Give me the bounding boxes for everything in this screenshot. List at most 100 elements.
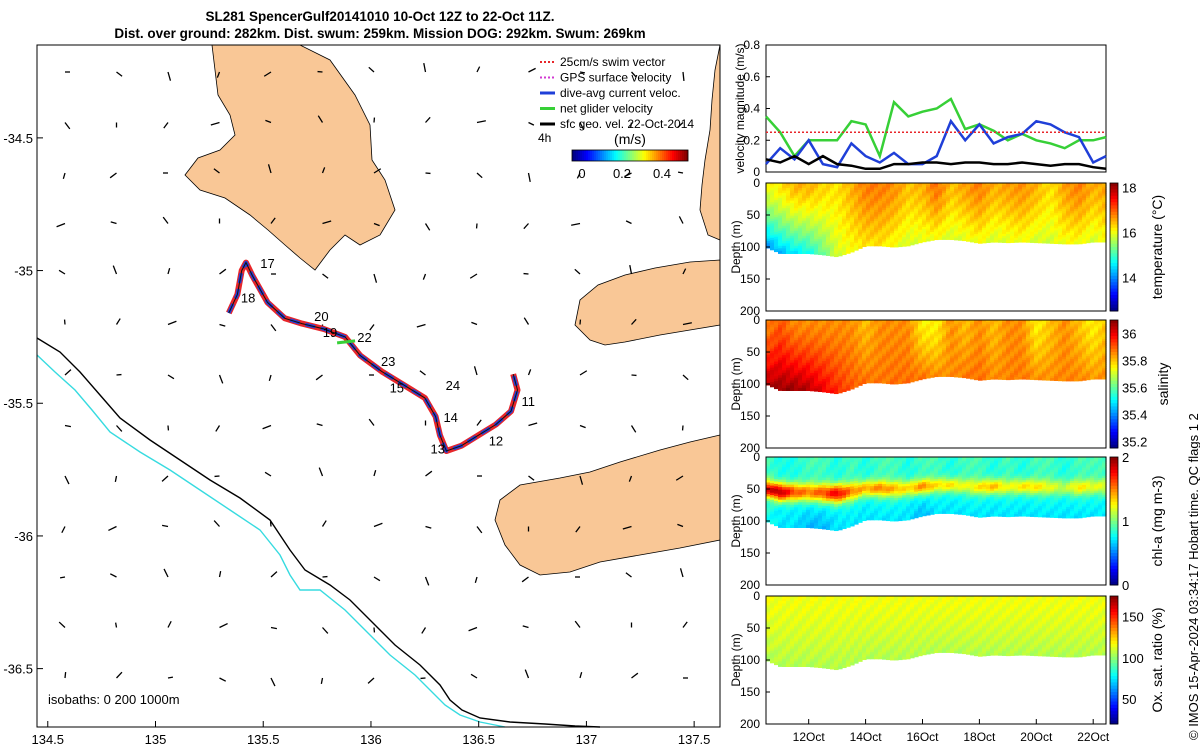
depth-cell (838, 361, 843, 365)
depth-cell (866, 225, 871, 229)
depth-cell (870, 243, 875, 247)
depth-cell (1022, 237, 1027, 241)
depth-cell (938, 324, 943, 327)
depth-cell (1006, 240, 1011, 244)
depth-cell (850, 185, 855, 189)
depth-cell (798, 240, 803, 244)
depth-cell (766, 189, 771, 193)
depth-cell (850, 224, 855, 228)
depth-cell (826, 351, 831, 355)
depth-cell (918, 351, 923, 355)
depth-cell (954, 199, 959, 202)
depth-cell (950, 350, 955, 353)
depth-cell (974, 223, 979, 227)
depth-cell (986, 199, 991, 203)
depth-cell (1062, 333, 1067, 336)
depth-cell (922, 366, 927, 369)
depth-cell (886, 221, 891, 225)
depth-cell (774, 217, 779, 221)
depth-cell (878, 346, 883, 350)
depth-cell (1010, 221, 1015, 224)
depth-cell (798, 248, 803, 252)
depth-cell (946, 336, 951, 339)
depth-cell (970, 183, 975, 186)
depth-cell (990, 320, 995, 323)
depth-cell (1006, 328, 1011, 332)
depth-cell (830, 211, 835, 215)
depth-cell (1074, 217, 1079, 221)
depth-cell (858, 345, 863, 349)
depth-cell (978, 358, 983, 362)
depth-cell (1090, 201, 1095, 205)
depth-cell (966, 330, 971, 334)
map-colorbar-cell (662, 150, 665, 161)
depth-cell (978, 330, 983, 334)
depth-cell (798, 208, 803, 212)
depth-cell (874, 355, 879, 359)
depth-cell (990, 183, 995, 186)
depth-cell (838, 203, 843, 207)
depth-cell (822, 247, 827, 251)
depth-cell (1038, 341, 1043, 345)
depth-cell (1074, 348, 1079, 351)
depth-cell (782, 185, 787, 189)
depth-cell (978, 215, 983, 218)
depth-cell (998, 324, 1003, 327)
depth-cell (1062, 222, 1067, 225)
depth-cell (766, 340, 771, 344)
depth-cell (930, 356, 935, 360)
sfc-velocity-arrow (682, 268, 687, 275)
depth-cell (902, 223, 907, 227)
depth-cell (1066, 322, 1071, 325)
depth-cell (1018, 227, 1023, 230)
depth-cell (846, 225, 851, 229)
depth-cell (1010, 225, 1015, 229)
depth-cell (794, 225, 799, 229)
depth-cell (1062, 320, 1067, 323)
depth-cell (886, 344, 891, 348)
depth-cell (770, 225, 775, 229)
depth-cell (822, 252, 827, 256)
depth-cell (866, 353, 871, 357)
depth-cell (1006, 322, 1011, 325)
depth-cell (1098, 218, 1103, 222)
sfc-velocity-arrow (476, 172, 483, 179)
depth-cell (782, 340, 787, 344)
depth-cell (866, 362, 871, 366)
depth-cell (870, 326, 875, 330)
depth-cell (1078, 206, 1083, 210)
depth-cell (902, 219, 907, 222)
depth-cell (846, 243, 851, 247)
depth-cell (858, 213, 863, 217)
depth-cell (934, 233, 939, 237)
depth-cell (898, 241, 903, 245)
map-colorbar-cell (612, 150, 615, 161)
depth-cell (1050, 202, 1055, 206)
depth-cell (962, 195, 967, 198)
depth-cell (866, 198, 871, 202)
depth-cell (902, 351, 907, 355)
depth-cell (858, 241, 863, 245)
depth-cell (1082, 341, 1087, 345)
depth-cell (1010, 375, 1015, 378)
depth-cell (882, 216, 887, 220)
depth-cell (874, 185, 879, 189)
depth-cell (898, 183, 903, 186)
depth-cell (1002, 208, 1007, 212)
depth-cell (962, 330, 967, 333)
depth-cell (974, 212, 979, 216)
depth-cell (850, 219, 855, 223)
depth-cell (890, 239, 895, 243)
depth-cell (862, 344, 867, 348)
depth-cell (1046, 371, 1051, 375)
depth-cell (1086, 231, 1091, 235)
depth-cell (866, 189, 871, 193)
depth-cell (942, 209, 947, 212)
depth-cell (1062, 226, 1067, 230)
depth-cell (906, 380, 911, 384)
depth-cell (778, 382, 783, 386)
depth-cell (1054, 371, 1059, 375)
depth-cell (938, 372, 943, 375)
depth-cell (818, 376, 823, 380)
depth-cell (1054, 360, 1059, 364)
